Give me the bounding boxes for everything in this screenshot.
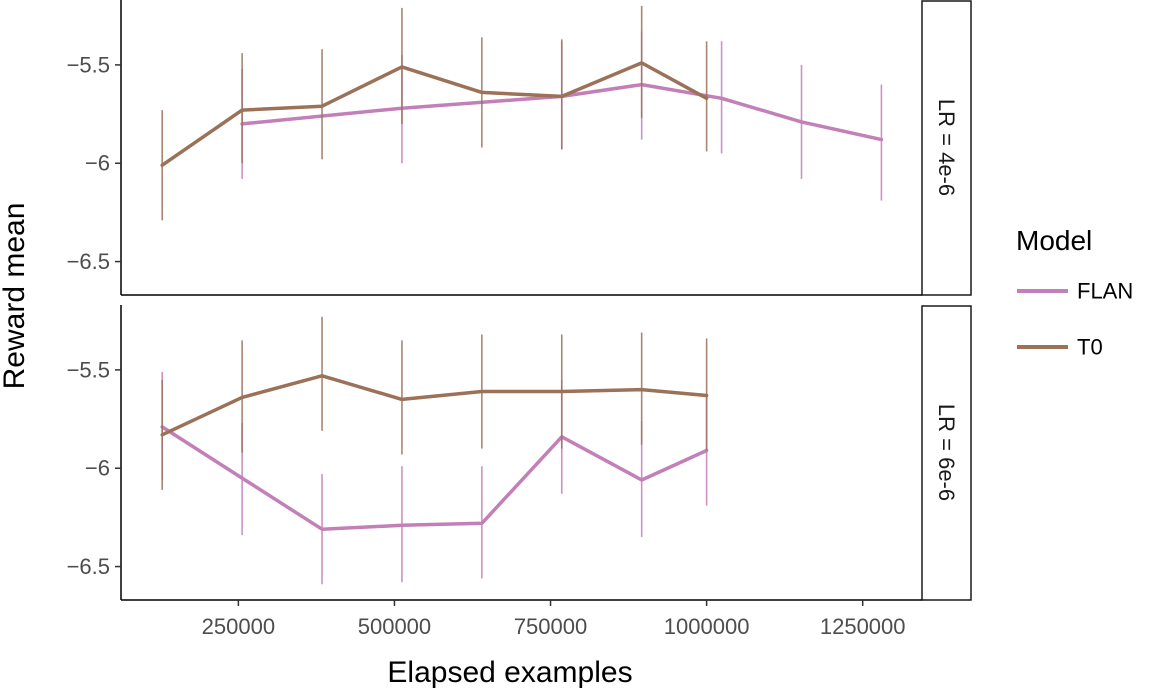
series-t0-panel-1 (160, 5, 709, 221)
series-flan-panel-2 (160, 371, 709, 585)
legend-entries: FLAN T0 (1017, 279, 1133, 360)
panel-1: LR = 4e-6 −5.5 −6 −6.5 (67, 0, 972, 296)
x-axis: 250000 500000 750000 1000000 1250000 (202, 600, 906, 639)
x-tick-label: 500000 (358, 614, 431, 639)
panels: LR = 4e-6 −5.5 −6 −6.5 LR = 6e-6 −5.5 −6 −6.5 (67, 0, 972, 601)
facet-strip-2 (921, 305, 972, 601)
series-line-t0 (160, 374, 709, 437)
x-tick-label: 1000000 (664, 614, 750, 639)
x-tick-label: 250000 (202, 614, 275, 639)
y-tick-label: −6 (85, 456, 110, 481)
x-axis-title: Elapsed examples (387, 656, 632, 689)
x-tick-label: 1250000 (820, 614, 906, 639)
facet-label-2: LR = 6e-6 (934, 404, 959, 501)
y-tick-label: −6.5 (67, 249, 110, 274)
y-tick-label: −6 (85, 151, 110, 176)
series-t0-panel-2 (160, 316, 709, 490)
legend-entry-t0: T0 (1017, 335, 1103, 360)
x-tick-label: 750000 (514, 614, 587, 639)
facet-label-1: LR = 4e-6 (934, 99, 959, 196)
legend: Model FLAN T0 (1016, 225, 1133, 360)
legend-title: Model (1016, 225, 1092, 256)
legend-label-flan: FLAN (1077, 279, 1133, 304)
legend-entry-flan: FLAN (1017, 279, 1133, 304)
y-tick-label: −6.5 (67, 554, 110, 579)
panel-2: LR = 6e-6 −5.5 −6 −6.5 (67, 305, 972, 601)
series-line-flan (160, 425, 709, 531)
series-line-t0 (160, 61, 709, 167)
legend-label-t0: T0 (1077, 335, 1103, 360)
y-tick-label: −5.5 (67, 357, 110, 382)
y-axis-title: Reward mean (0, 203, 31, 390)
facet-strip-1 (921, 0, 972, 296)
y-tick-label: −5.5 (67, 52, 110, 77)
